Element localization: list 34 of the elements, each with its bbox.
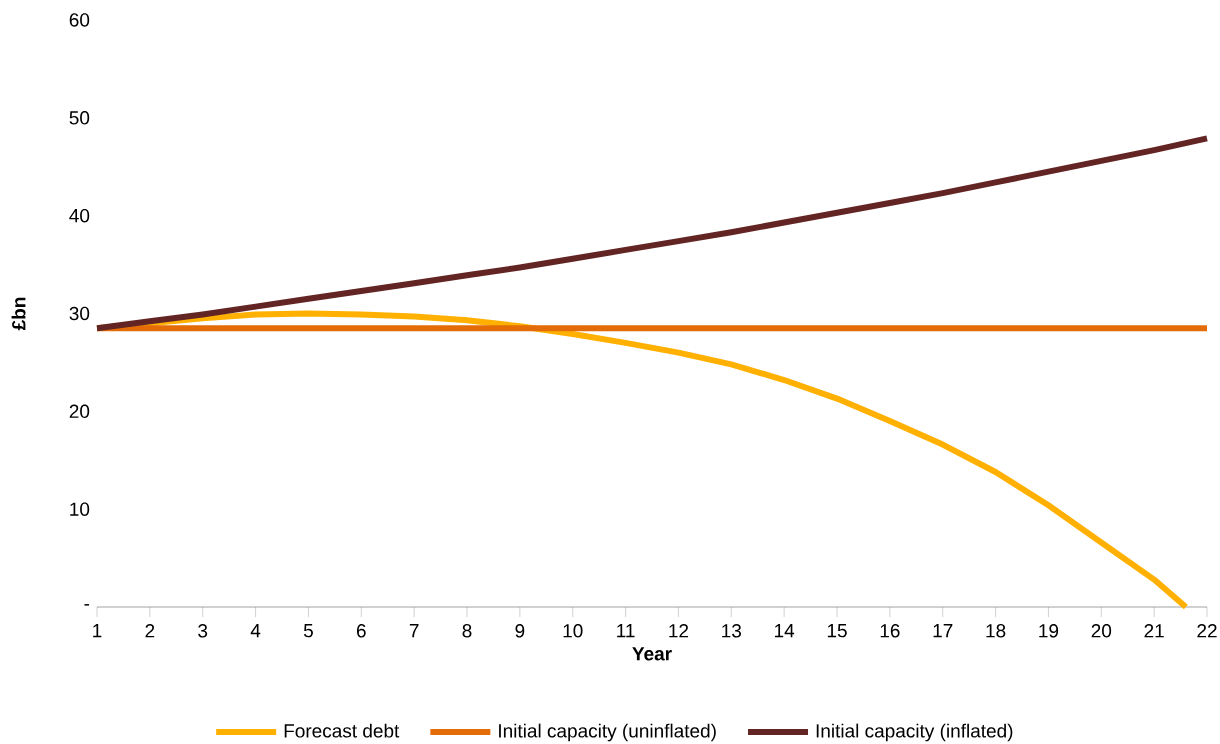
x-tick-label: 18 xyxy=(986,624,1006,638)
x-tick-label: 14 xyxy=(775,624,795,638)
legend-label: Forecast debt xyxy=(284,723,400,738)
y-tick-label: 20 xyxy=(69,404,90,419)
x-tick-label: 20 xyxy=(1091,624,1112,638)
y-tick-label: - xyxy=(84,604,90,606)
x-tick-label: 22 xyxy=(1197,624,1217,638)
x-tick-label: 1 xyxy=(93,624,102,638)
x-tick-label: 5 xyxy=(303,624,313,638)
y-tick-label: 50 xyxy=(69,111,90,125)
x-tick-label: 10 xyxy=(563,624,583,638)
legend-label: Initial capacity (inflated) xyxy=(816,723,1013,742)
x-tick-label: 12 xyxy=(669,624,689,638)
x-tick-label: 19 xyxy=(1039,624,1059,638)
y-tick-label: 60 xyxy=(69,13,90,27)
y-tick-label: 40 xyxy=(69,208,90,223)
x-tick-label: 7 xyxy=(409,624,419,638)
y-tick-label: 10 xyxy=(70,502,90,516)
x-tick-label: 6 xyxy=(356,624,366,638)
y-tick-label: 30 xyxy=(69,306,90,321)
x-tick-label: 8 xyxy=(462,624,472,638)
x-tick-label: 15 xyxy=(827,624,847,638)
x-tick-label: 13 xyxy=(722,624,742,638)
x-tick-label: 3 xyxy=(198,624,208,638)
x-tick-label: 16 xyxy=(880,624,900,638)
x-axis-title: Year xyxy=(632,647,672,661)
x-tick-label: 9 xyxy=(515,624,525,638)
x-tick-label: 2 xyxy=(145,624,155,638)
legend-label: Initial capacity (uninflated) xyxy=(499,723,716,742)
x-tick-label: 4 xyxy=(250,624,261,638)
y-axis-title: £bn xyxy=(11,297,26,331)
x-tick-label: 11 xyxy=(617,624,635,638)
x-tick-label: 21 xyxy=(1144,624,1164,638)
x-tick-label: 17 xyxy=(933,624,953,638)
